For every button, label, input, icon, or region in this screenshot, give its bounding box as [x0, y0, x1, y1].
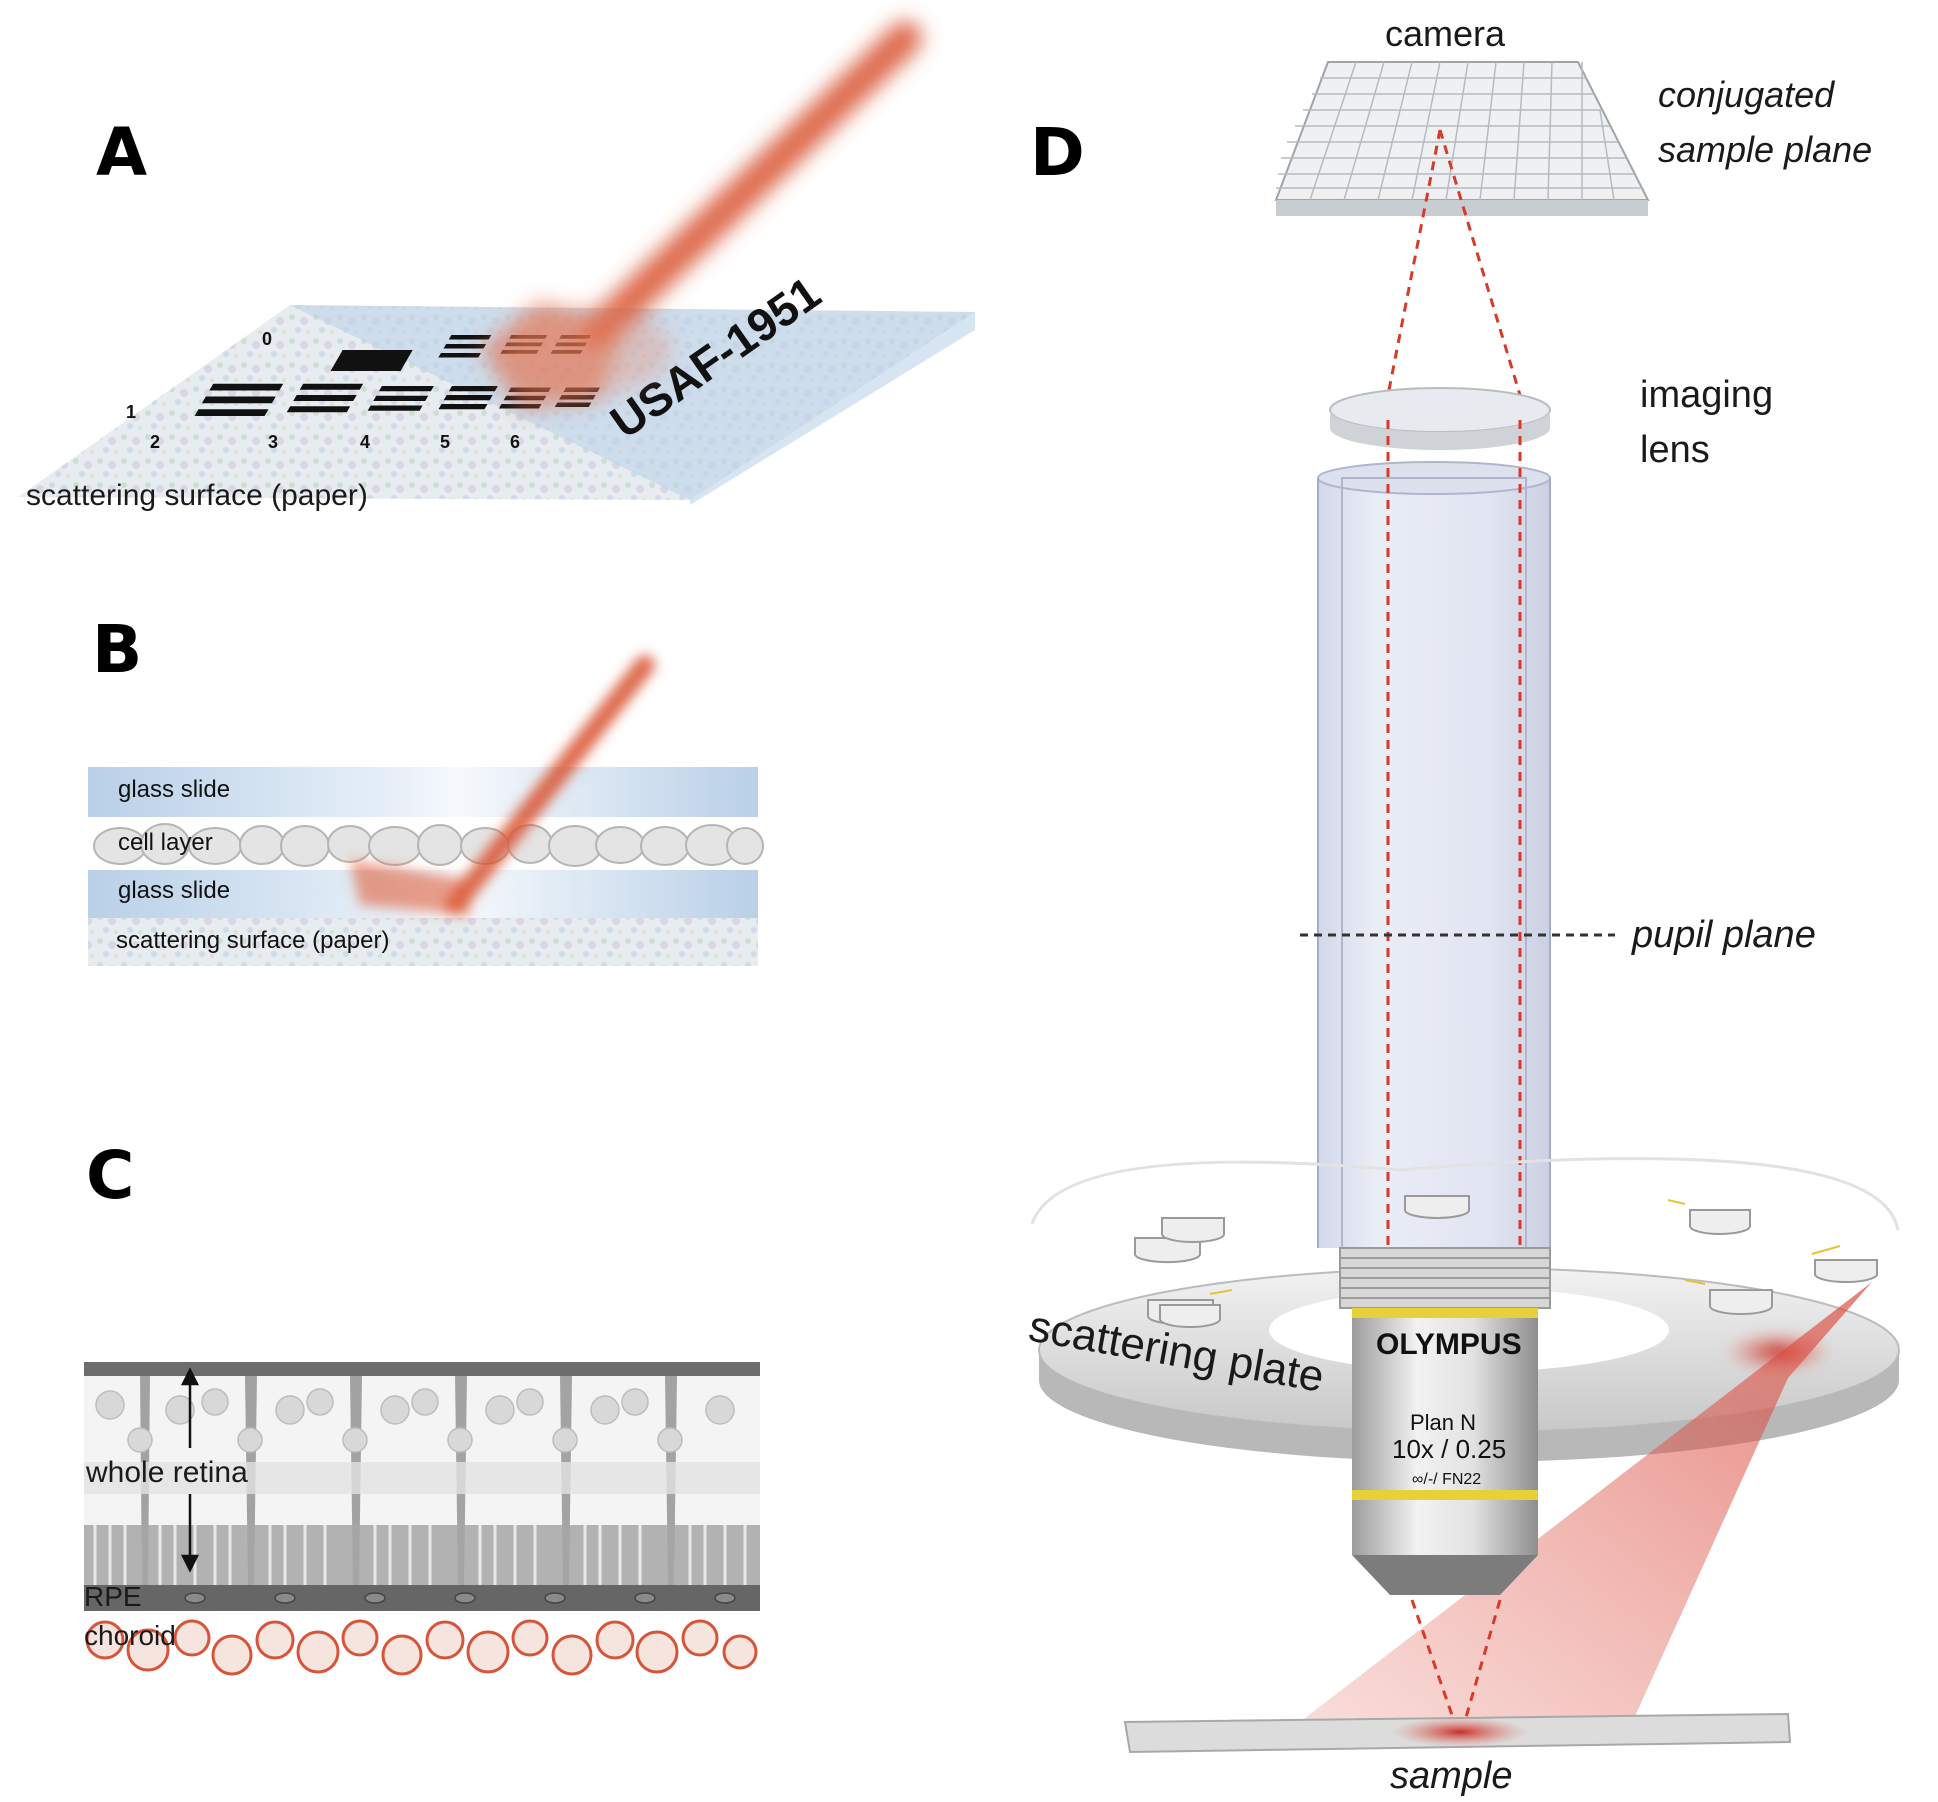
layer-label: whole retina	[85, 1456, 248, 1489]
panel-c: C	[84, 1137, 760, 1679]
imaging-lens-label-line2: lens	[1640, 429, 1710, 471]
led	[1159, 1304, 1221, 1328]
layer-label: scattering surface (paper)	[116, 927, 389, 954]
layer-label: cell layer	[118, 829, 213, 856]
group-number: 3	[268, 432, 278, 452]
group-number: 0	[262, 329, 272, 349]
cells	[93, 823, 764, 867]
imaging-lens-label-line1: imaging	[1640, 374, 1773, 416]
retina-thickness-arrow	[180, 1367, 200, 1573]
group-number: 5	[440, 432, 450, 452]
laser-beam-a	[480, 21, 922, 410]
panel-b: B glass slide cell layer glass slide sca…	[88, 611, 764, 966]
panel-d-label: D	[1030, 114, 1085, 191]
paper-label: scattering surface (paper)	[26, 479, 368, 512]
conjugated-label-line2: sample plane	[1658, 129, 1872, 170]
panel-a-label: A	[96, 114, 147, 191]
led	[1667, 1199, 1751, 1235]
sample-slab	[1123, 1712, 1792, 1754]
tube-rays	[1386, 420, 1522, 1248]
objective-brand: OLYMPUS	[1376, 1328, 1522, 1361]
focus-rays	[1410, 1599, 1502, 1739]
choroid-vessels	[85, 1619, 758, 1676]
panel-a: A USAF-1951 0 1 2 3	[18, 21, 975, 512]
laser-beam-b	[350, 655, 655, 915]
objective	[1339, 1247, 1551, 1595]
group-number: 6	[510, 432, 520, 452]
group-number: 2	[150, 432, 160, 452]
tube	[1317, 461, 1551, 1249]
sample-label: sample	[1390, 1755, 1513, 1797]
imaging-rays	[1386, 129, 1522, 396]
target-square	[330, 350, 413, 371]
camera-label: camera	[1385, 13, 1506, 54]
led-units	[1134, 1195, 1878, 1328]
imaging-lens	[1329, 387, 1551, 450]
camera-sensor	[1274, 61, 1650, 216]
rpe-cells	[184, 1592, 736, 1604]
paper-layer	[88, 918, 758, 966]
illumination-cone	[1270, 1282, 1872, 1745]
group-number: 1	[126, 402, 136, 422]
led	[1684, 1279, 1773, 1315]
glass-slide-top	[88, 767, 758, 817]
group-number: 4	[360, 432, 370, 452]
led	[1404, 1195, 1470, 1219]
panel-b-label: B	[92, 611, 142, 688]
conjugated-label-line1: conjugated	[1658, 74, 1835, 115]
layer-label: choroid	[84, 1620, 176, 1651]
layer-label: glass slide	[118, 877, 230, 904]
led	[1161, 1217, 1225, 1243]
panel-c-label: C	[86, 1137, 134, 1214]
target-group-numbers: 0 1 2 3 4 5 6	[126, 329, 520, 452]
sample-spot	[1392, 1717, 1528, 1747]
layer-label: glass slide	[118, 776, 230, 803]
objective-spec-line3: ∞/-/ FN22	[1412, 1471, 1481, 1488]
retina-neurons	[84, 1376, 760, 1585]
panel-d: D camera conjugated sample plane	[1025, 13, 1900, 1797]
objective-spec-line2: 10x / 0.25	[1392, 1434, 1506, 1464]
pupil-plane-label: pupil plane	[1631, 914, 1816, 956]
objective-spec-line1: Plan N	[1410, 1410, 1476, 1435]
layer-label: RPE	[84, 1581, 142, 1612]
led	[1811, 1245, 1878, 1283]
retina-top-band	[84, 1362, 760, 1376]
ganglion-band	[84, 1462, 760, 1494]
